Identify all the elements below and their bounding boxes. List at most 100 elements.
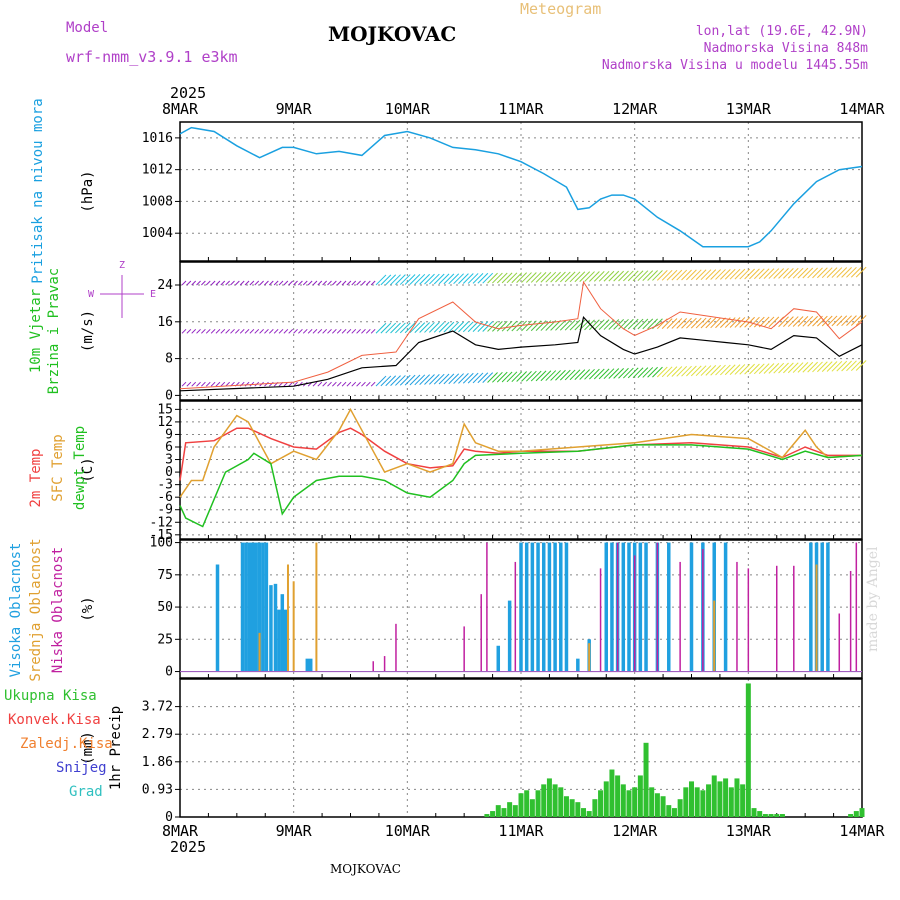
wind-barb (836, 315, 848, 327)
wind-barb (506, 320, 518, 332)
cloud-bar (383, 656, 386, 672)
wind-barb (686, 365, 697, 377)
wind-barb (681, 365, 692, 377)
wind-barb (787, 316, 799, 327)
precip-bar (546, 778, 552, 817)
wind-barb (666, 366, 678, 377)
wind-barb (448, 373, 460, 385)
wind-barb (317, 381, 323, 387)
precip-bar (745, 683, 751, 817)
cloud-bar (524, 542, 529, 672)
cloud-bar (250, 542, 255, 672)
y-tick-label: 24 (157, 278, 173, 293)
wind-barb (487, 272, 498, 284)
cloud-bar (616, 542, 619, 672)
wind-barb (448, 321, 460, 333)
wind-barb (734, 317, 746, 328)
wind-barb (758, 363, 770, 375)
precip-bar (524, 790, 530, 817)
wind-barb (545, 370, 557, 381)
wind-barb (307, 328, 313, 334)
precip-legend-item: Zaledj.Kisa (20, 736, 113, 752)
wind-barb (593, 319, 605, 331)
cloud-axis-title-3: Niska Oblacnost (50, 547, 66, 673)
wind-barb (530, 320, 542, 332)
wind-barb (855, 266, 867, 278)
unit-label: (mm) (80, 731, 96, 765)
wind-barb (506, 371, 518, 383)
wind-barb (375, 274, 387, 286)
wind-barb (380, 322, 392, 334)
wind-barb (191, 280, 197, 286)
cloud-bar (815, 564, 818, 672)
cloud-bar (536, 542, 540, 672)
wind-barb (807, 267, 819, 279)
precip-bar (615, 775, 621, 817)
wind-barb (841, 360, 852, 372)
wind-barb (234, 280, 240, 286)
wind-barb (453, 373, 464, 384)
wind-barb (225, 328, 231, 334)
wind-barb (268, 381, 274, 387)
y-tick-label: 16 (157, 315, 173, 330)
cloud-bar (627, 542, 631, 672)
wind-barb (395, 375, 406, 386)
wind-barb (700, 365, 712, 376)
wind-barb (783, 267, 794, 279)
wind-barb (705, 365, 717, 376)
x-tick-label-bottom: 13MAR (726, 822, 772, 840)
wind-barb (283, 280, 289, 286)
cloud-bar (480, 594, 482, 672)
cloud-bar (305, 658, 310, 672)
wind-barb (627, 367, 639, 379)
cloud-bar (519, 542, 523, 672)
wind-barb (652, 366, 663, 378)
wind-barb (220, 280, 226, 286)
wind-barb (705, 317, 717, 329)
wind-barb (719, 269, 731, 280)
wind-barb (288, 280, 294, 286)
wind-barb (317, 328, 323, 334)
cloud-bar (855, 542, 858, 672)
cloud-bar (496, 645, 501, 672)
wind-barb (773, 362, 785, 374)
y-tick-label: -3 (157, 478, 173, 493)
wind-barb (501, 371, 513, 383)
wind-barb (419, 322, 431, 333)
wind-barb (710, 364, 722, 376)
y-tick-label: 8 (165, 352, 173, 367)
wind-barb (414, 273, 426, 285)
y-tick-label: 1012 (142, 163, 173, 178)
x-tick-label-top: 9MAR (276, 100, 313, 118)
wind-barb (331, 381, 337, 387)
wind-barb (700, 317, 712, 329)
x-tick-label-top: 11MAR (498, 100, 544, 118)
panel-frame (179, 261, 863, 401)
wind-barb (647, 318, 658, 330)
wind-barb (589, 319, 600, 331)
wind-barb (234, 328, 240, 334)
wind-barb (525, 320, 537, 332)
wind-barb (724, 317, 736, 328)
wind-barb (356, 280, 361, 286)
wind-barb (773, 268, 785, 279)
wind-barb (637, 367, 649, 378)
y-tick-label: 75 (157, 568, 173, 583)
y-tick-label: 0 (165, 465, 173, 480)
wind-barb (312, 280, 318, 286)
wind-barb (438, 273, 450, 285)
wind-barb (598, 270, 610, 282)
precip-bar (711, 775, 717, 817)
wind-barb (739, 316, 751, 328)
wind-gust-line (179, 280, 863, 390)
precip-axis-title: 1hr Precip (108, 706, 124, 790)
x-tick-label-top: 13MAR (726, 100, 772, 118)
wind-barb (734, 268, 746, 280)
wind-barb (584, 368, 595, 380)
wind-barb (419, 273, 431, 285)
wind-barb (438, 321, 450, 333)
wind-barb (424, 322, 435, 333)
wind-barb (327, 381, 332, 387)
cloud-bar (244, 542, 248, 672)
wind-barb (201, 328, 206, 334)
